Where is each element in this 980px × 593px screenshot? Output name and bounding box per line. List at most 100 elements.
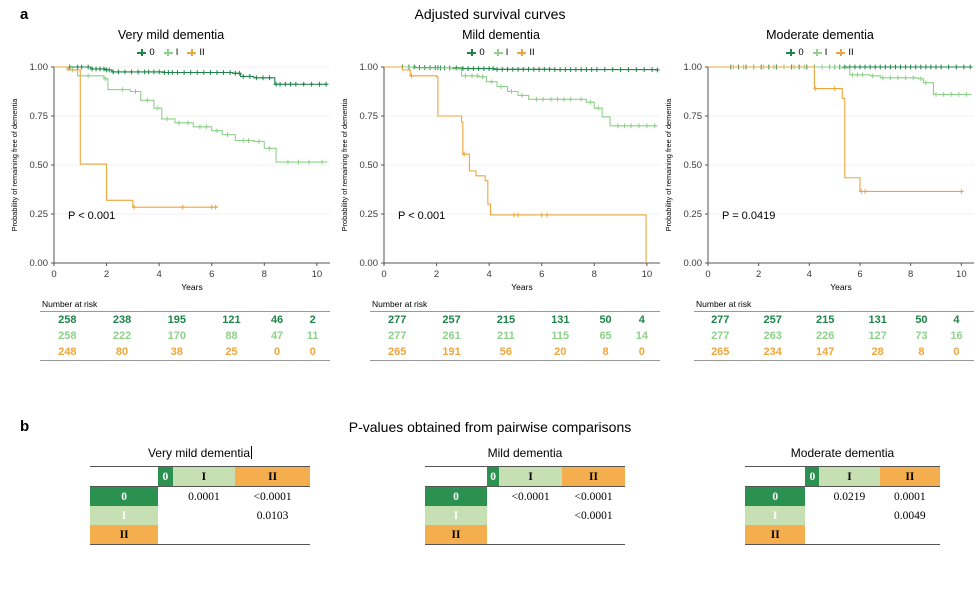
pairwise-value-cell: [819, 525, 879, 545]
svg-text:0.25: 0.25: [360, 209, 379, 220]
risk-cell: 0: [638, 346, 645, 358]
pairwise-row-header-II: II: [745, 525, 806, 545]
legend-item-0[interactable]: 0: [467, 47, 485, 58]
risk-table-row: 277 261 211 115 65 14: [370, 328, 660, 344]
svg-text:4: 4: [486, 269, 491, 280]
risk-cell: 147: [816, 346, 835, 358]
pairwise-row: II: [90, 525, 310, 545]
risk-cell: 127: [868, 330, 887, 342]
pairwise-value-cell: [805, 525, 819, 545]
pairwise-value-cell: 0.0001: [188, 490, 220, 503]
risk-table-header: Number at risk: [696, 299, 752, 309]
pairwise-title-text: Moderate dementia: [790, 446, 895, 460]
pairwise-row: II: [745, 525, 940, 545]
pairwise-row-header-I: I: [425, 506, 487, 525]
risk-cell: 258: [58, 330, 77, 342]
p-value-annotation: P < 0.001: [68, 210, 115, 222]
pairwise-value-cell: [173, 525, 236, 545]
x-axis-label: Years: [181, 282, 202, 292]
km-panel-title: Moderate dementia: [766, 28, 874, 42]
pairwise-corner-cell: [90, 466, 159, 487]
km-panel-very-mild: Very mild dementia 0 I II 0.00 0.25 0.50 0.75 1.…: [6, 26, 336, 416]
y-axis-label: Probability of remaining free of dementi…: [340, 98, 349, 232]
svg-text:0.50: 0.50: [684, 160, 703, 171]
svg-text:2: 2: [434, 269, 439, 280]
legend-label: I: [824, 47, 828, 58]
risk-cell: 56: [499, 346, 513, 358]
risk-cell: 191: [442, 346, 461, 358]
pairwise-col-header-0: 0: [805, 466, 820, 487]
km-curve-II: [54, 66, 217, 208]
plus-marker-icon: [137, 48, 147, 57]
pairwise-value-cell: <0.0001: [574, 509, 613, 522]
risk-table-row: 258 238 195 121 46 2: [40, 312, 330, 329]
pairwise-corner-cell: [745, 466, 806, 487]
risk-cell: 277: [711, 330, 730, 342]
svg-text:10: 10: [956, 269, 967, 280]
pairwise-table-mild: Mild dementia 0 I II 0 <0.0001 <0.0001 I <0.0001…: [425, 446, 625, 545]
legend-item-0[interactable]: 0: [786, 47, 804, 58]
risk-cell: 277: [388, 330, 407, 342]
pairwise-row-header-0: 0: [90, 486, 159, 506]
pairwise-value-cell: [819, 506, 879, 525]
figure-title-a: Adjusted survival curves: [414, 6, 566, 22]
pairwise-row-header-I: I: [90, 506, 159, 525]
risk-table-row: 248 80 38 25 0 0: [40, 344, 330, 361]
risk-cell: 222: [112, 330, 132, 342]
pairwise-row: 0 0.0219 0.0001: [745, 486, 940, 506]
risk-cell: 2: [309, 314, 316, 326]
pairwise-row-header-0: 0: [425, 486, 487, 506]
svg-text:0.00: 0.00: [30, 258, 49, 269]
p-value-annotation: P = 0.0419: [722, 210, 775, 222]
legend-item-II[interactable]: II: [517, 47, 535, 58]
pairwise-header-row: 0 I II: [90, 466, 310, 487]
plus-marker-icon: [812, 48, 822, 57]
legend-item-I[interactable]: I: [493, 47, 509, 58]
svg-text:0: 0: [381, 269, 386, 280]
pairwise-col-header-II: II: [879, 466, 940, 487]
pairwise-row: II: [425, 525, 625, 545]
legend-item-I[interactable]: I: [812, 47, 828, 58]
pairwise-col-header-0: 0: [158, 466, 173, 487]
risk-cell: 8: [602, 346, 609, 358]
risk-cell: 115: [551, 330, 570, 342]
risk-cell: 258: [58, 314, 77, 326]
svg-text:0.75: 0.75: [30, 111, 49, 122]
pairwise-value-cell: <0.0001: [253, 490, 292, 503]
legend-label: 0: [798, 47, 804, 58]
risk-table-header: Number at risk: [372, 299, 428, 309]
km-plot-area: 0.00 0.25 0.50 0.75 1.00 0 2 4 6 8 10 P = 0.0419 Pro…: [660, 61, 980, 293]
risk-cell: 263: [763, 330, 782, 342]
pairwise-row: 0 0.0001 <0.0001: [90, 486, 310, 506]
legend-item-I[interactable]: I: [163, 47, 178, 58]
pairwise-title-text: Mild dementia: [487, 446, 563, 460]
legend-item-II[interactable]: II: [187, 47, 205, 58]
pairwise-col-header-I: I: [499, 466, 563, 487]
pairwise-matrix: 0 I II 0 0.0001 <0.0001 I 0.0103 II: [90, 466, 310, 545]
risk-cell: 88: [225, 330, 238, 342]
risk-table-row: 265 234 147 28 8 0: [694, 344, 974, 361]
svg-text:0.50: 0.50: [30, 160, 49, 171]
text-cursor: [251, 446, 253, 459]
pairwise-value-cell: <0.0001: [574, 490, 613, 503]
risk-cell: 234: [763, 346, 782, 358]
pairwise-value-cell: 0.0049: [894, 509, 926, 522]
pairwise-value-cell: 0.0103: [256, 509, 289, 522]
legend-label: II: [848, 47, 854, 58]
risk-cell: 257: [763, 314, 782, 326]
risk-cell: 46: [270, 314, 284, 326]
legend-label: I: [505, 47, 509, 58]
pairwise-row: I 0.0049: [745, 506, 940, 525]
risk-cell: 170: [167, 330, 186, 342]
svg-text:1.00: 1.00: [684, 62, 703, 73]
risk-cell: 226: [816, 330, 835, 342]
legend-item-0[interactable]: 0: [137, 47, 155, 58]
pairwise-corner-cell: [425, 466, 487, 487]
legend-item-II[interactable]: II: [836, 47, 854, 58]
pairwise-value-cell: [487, 525, 499, 545]
km-panel-title: Mild dementia: [462, 28, 540, 42]
risk-cell: 73: [915, 330, 928, 342]
risk-cell: 0: [309, 346, 316, 358]
km-legend: 0 I II: [6, 44, 336, 61]
legend-label: 0: [479, 47, 485, 58]
